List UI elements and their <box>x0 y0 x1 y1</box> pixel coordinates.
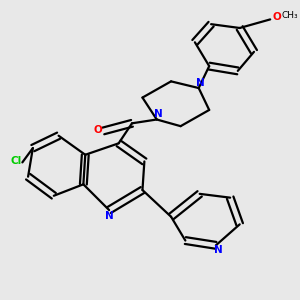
Text: O: O <box>272 11 281 22</box>
Text: N: N <box>196 78 205 88</box>
Text: O: O <box>93 125 102 135</box>
Text: N: N <box>154 109 163 119</box>
Text: N: N <box>214 245 223 256</box>
Text: CH₃: CH₃ <box>282 11 298 20</box>
Text: Cl: Cl <box>11 156 22 166</box>
Text: N: N <box>105 211 113 221</box>
